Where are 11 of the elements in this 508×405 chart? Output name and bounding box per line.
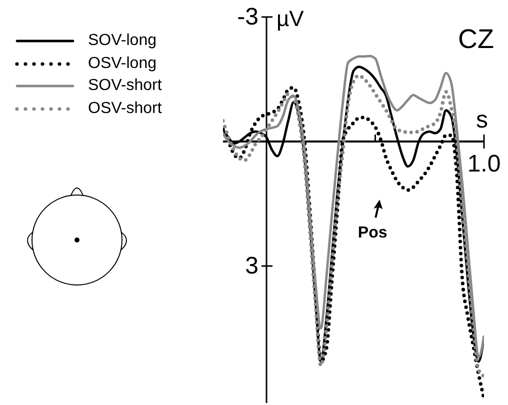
chart-title: CZ xyxy=(458,24,494,54)
legend-label: SOV-long xyxy=(88,32,156,50)
legend-label: OSV-short xyxy=(88,100,162,118)
annotation: Pos xyxy=(358,224,388,242)
legend-label: SOV-short xyxy=(88,77,162,96)
annotation: 1.0 xyxy=(467,150,501,178)
y-tick-label: -3 xyxy=(237,4,258,30)
y-tick-label: 3 xyxy=(245,252,258,280)
y-axis-title: µV xyxy=(276,6,304,31)
x-axis-title: s xyxy=(476,106,488,134)
legend-label: OSV-long xyxy=(88,54,156,73)
